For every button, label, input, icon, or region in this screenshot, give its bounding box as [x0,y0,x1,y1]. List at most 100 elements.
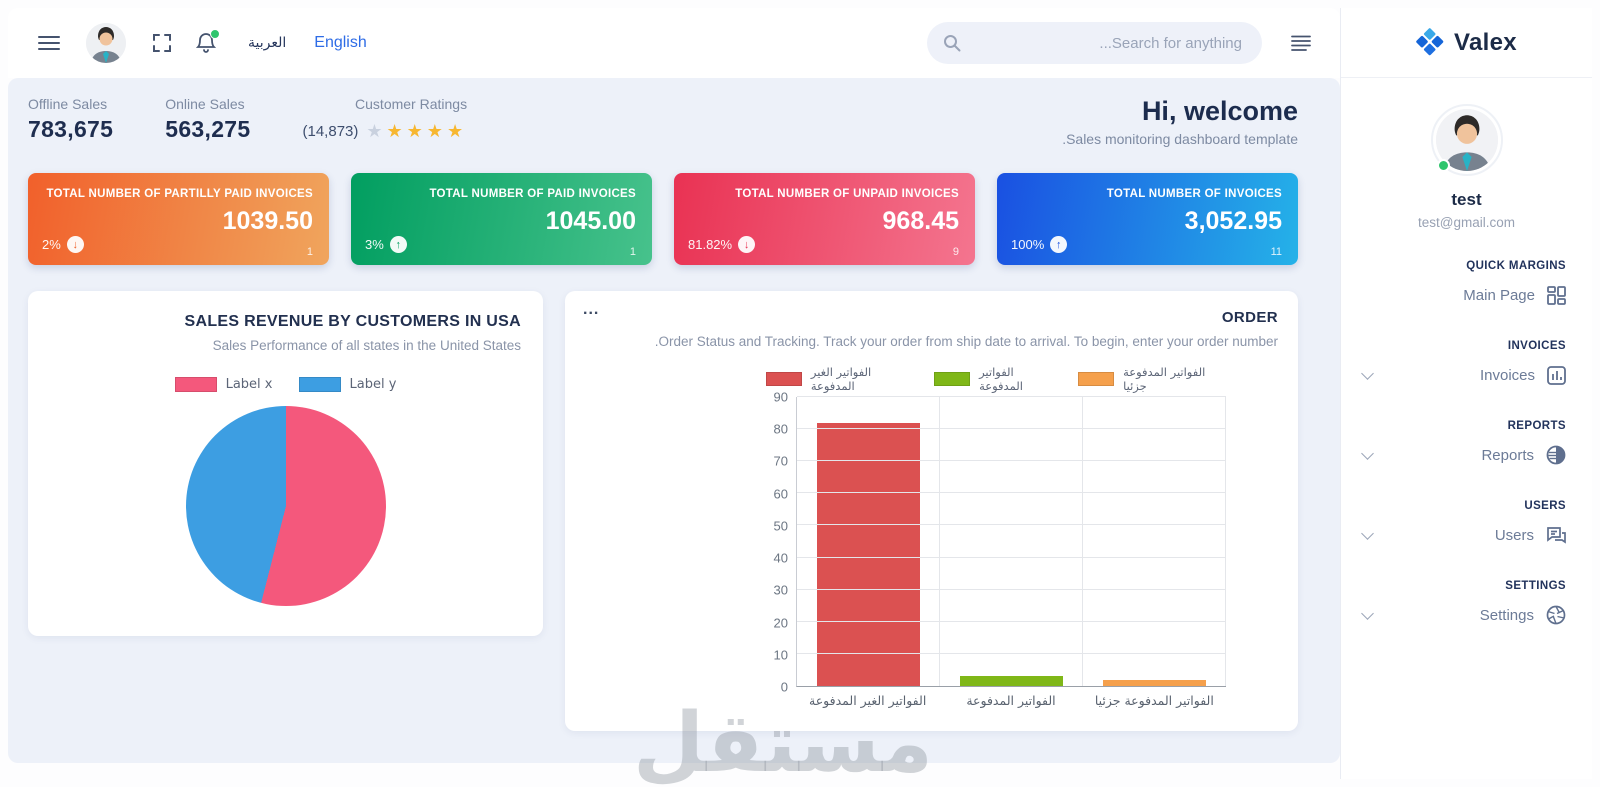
card-paid-invoices[interactable]: TOTAL NUMBER OF PAID INVOICES 1045.00 1 … [351,173,652,265]
star-icon: ★ [446,121,464,141]
gridline [1081,397,1083,686]
trend-up-icon: ↑ [1050,236,1068,253]
more-options-button[interactable]: ... [583,301,600,318]
card-title: TOTAL NUMBER OF PARTILLY PAID INVOICES [46,188,313,200]
bar-plot [796,396,1226,687]
search-bar[interactable] [927,22,1262,64]
gridline [797,620,1226,622]
card-percent: 3% [365,237,384,252]
sidebar-item-label: Reports [1481,446,1534,464]
stat-customer-ratings: Customer Ratings (14,873) ★ ★ ★ ★ ★ [303,96,468,142]
legend-label: الفواتير الغير المدفوعة [810,365,872,393]
y-tick-label: 20 [773,615,788,631]
legend-item: الفواتير المدفوعة جزئيا [1078,365,1226,393]
bar[interactable] [817,423,920,686]
bottom-strip [8,763,1340,779]
legend-label: Label x [225,377,273,392]
card-value: 1045.00 [545,207,636,235]
gridline [797,460,1226,462]
card-percent: 2% [42,237,61,252]
y-tick-label: 50 [773,518,788,534]
topbar-avatar[interactable] [86,23,126,63]
card-total-invoices[interactable]: TOTAL NUMBER OF INVOICES 3,052.95 11 100… [997,173,1298,265]
sidebar-item-reports[interactable]: Reports [1341,432,1592,478]
gridline [797,396,1226,397]
card-title: TOTAL NUMBER OF UNPAID INVOICES [735,188,959,200]
gridline [938,397,940,686]
ratings-count: (14,873) [302,123,359,140]
legend-item: الفواتير الغير المدفوعة [766,365,912,393]
bar[interactable] [960,676,1063,686]
sidebar-item-users[interactable]: Users [1341,512,1592,558]
section-settings: SETTINGS [1505,580,1566,592]
language-arabic-link[interactable]: العربية [248,35,287,51]
sidebar-item-label: Invoices [1479,366,1535,384]
chevron-down-icon [1361,526,1374,540]
search-icon [943,34,961,52]
gridline [797,428,1226,430]
bar-column [940,397,1083,686]
card-value: 3,052.95 [1184,207,1282,235]
bar-columns [797,397,1226,686]
user-name: test [1451,190,1482,209]
bar[interactable] [1103,679,1206,686]
brand-name: Valex [1454,28,1517,56]
brand-logo[interactable]: Valex [1341,8,1592,78]
summary-cards-row: TOTAL NUMBER OF PARTILLY PAID INVOICES 1… [28,173,1298,265]
card-count: 1 [629,246,636,258]
page-subtitle: .Sales monitoring dashboard template [1062,131,1298,147]
card-unpaid-invoices[interactable]: TOTAL NUMBER OF UNPAID INVOICES 968.45 9… [674,173,975,265]
sidebar-item-main-page[interactable]: Main Page [1341,272,1592,318]
y-tick-label: 30 [773,582,788,598]
valex-logo-icon [1416,27,1446,58]
list-lines-icon[interactable] [1290,35,1312,51]
x-tick-label: الفواتير المدفوعة [966,693,1056,708]
bar-chart[interactable]: الفواتير الغير المدفوعة الفواتير المدفوعة… [766,365,1226,708]
star-icon: ★ [386,121,403,141]
rating-stars: ★ ★ ★ ★ ★ [366,121,467,142]
sidebar-item-invoices[interactable]: Invoices [1341,352,1592,398]
main-column: العربية English Offline Sales 783,675 [8,8,1340,785]
stat-value: 563,275 [165,116,251,142]
legend-item: Label y [298,377,396,392]
search-input[interactable] [961,34,1242,52]
legend-item: الفواتير المدفوعة [934,365,1056,393]
card-value: 968.45 [882,207,959,235]
content-area: Offline Sales 783,675 Online Sales 563,2… [8,78,1340,785]
bar-legend: الفواتير الغير المدفوعة الفواتير المدفوعة… [766,365,1226,393]
hamburger-menu-icon[interactable] [38,35,60,51]
trend-down-icon: ↓ [738,236,756,253]
y-tick-label: 60 [773,486,788,502]
x-tick-label: الفواتير المدفوعة جزئيا [1094,693,1214,708]
gridline [797,652,1226,654]
card-percent: 100% [1011,237,1045,252]
legend-swatch-icon [298,377,341,392]
gridline [797,524,1226,526]
star-icon: ★ [426,121,443,141]
notifications-bell-icon[interactable] [196,29,220,54]
section-reports: REPORTS [1507,420,1566,432]
sidebar: Valex test test@gmail.com QUICK MARGINS … [1340,8,1592,779]
order-chart-card: ... ORDER .Order Status and Tracking. Tr… [565,291,1298,731]
language-english-link[interactable]: English [314,34,367,51]
section-quick-margins: QUICK MARGINS [1466,260,1566,272]
chevron-down-icon [1361,606,1374,620]
bar-column [1083,397,1226,686]
y-tick-label: 90 [773,389,788,405]
order-card-title: ORDER [1221,309,1278,326]
pie-chart[interactable] [185,406,386,606]
chevron-down-icon [1361,366,1374,380]
user-avatar[interactable] [1435,109,1498,171]
sidebar-item-label: Settings [1479,606,1534,624]
pie-card-title: SALES REVENUE BY CUSTOMERS IN USA [184,313,521,330]
gridline [797,588,1226,590]
stat-label: Offline Sales [28,96,108,112]
legend-item: Label x [174,377,273,392]
user-email: test@gmail.com [1418,215,1515,230]
bar-xaxis-labels: الفواتير الغير المدفوعة الفواتير المدفوعة… [796,693,1226,708]
fullscreen-icon[interactable] [152,33,172,53]
card-partially-paid-invoices[interactable]: TOTAL NUMBER OF PARTILLY PAID INVOICES 1… [28,173,329,265]
stat-label: Customer Ratings [355,96,468,112]
sidebar-item-settings[interactable]: Settings [1341,592,1592,638]
